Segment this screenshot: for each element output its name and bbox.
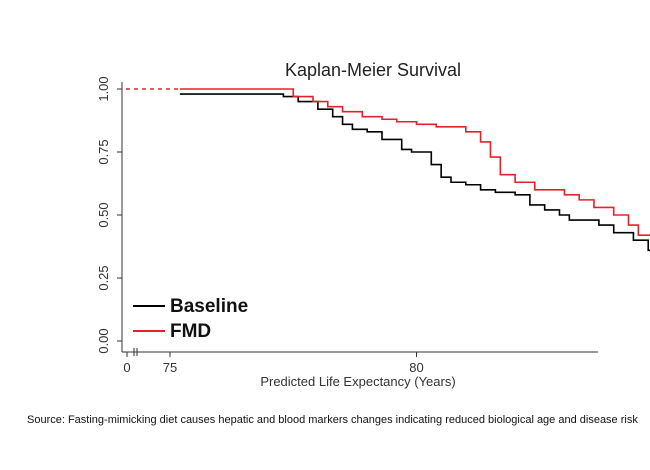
y-tick-label: 0.50 <box>96 202 111 227</box>
x-tick-label: 80 <box>409 360 423 375</box>
y-axis: 0.00 0.25 0.50 0.75 1.00 <box>96 76 123 354</box>
legend-label-baseline: Baseline <box>170 296 248 317</box>
legend: Baseline FMD <box>133 296 248 342</box>
chart-title: Kaplan-Meier Survival <box>285 60 461 80</box>
series-line-baseline <box>179 93 650 252</box>
source-caption: Source: Fasting-mimicking diet causes he… <box>27 414 638 426</box>
y-tick-label: 0.75 <box>96 139 111 164</box>
x-axis-label: Predicted Life Expectancy (Years) <box>260 374 455 389</box>
series-line-fmd <box>179 88 650 236</box>
series-lines <box>126 88 650 252</box>
x-tick-label: 0 <box>123 360 130 375</box>
km-survival-chart: Kaplan-Meier Survival 0.00 0.25 0.50 0.75 1.… <box>96 60 650 389</box>
y-tick-label: 1.00 <box>96 76 111 101</box>
y-tick-label: 0.25 <box>96 265 111 290</box>
legend-label-fmd: FMD <box>170 321 211 342</box>
y-tick-label: 0.00 <box>96 328 111 353</box>
x-axis: 075808590 <box>122 348 598 375</box>
x-tick-label: 75 <box>163 360 177 375</box>
